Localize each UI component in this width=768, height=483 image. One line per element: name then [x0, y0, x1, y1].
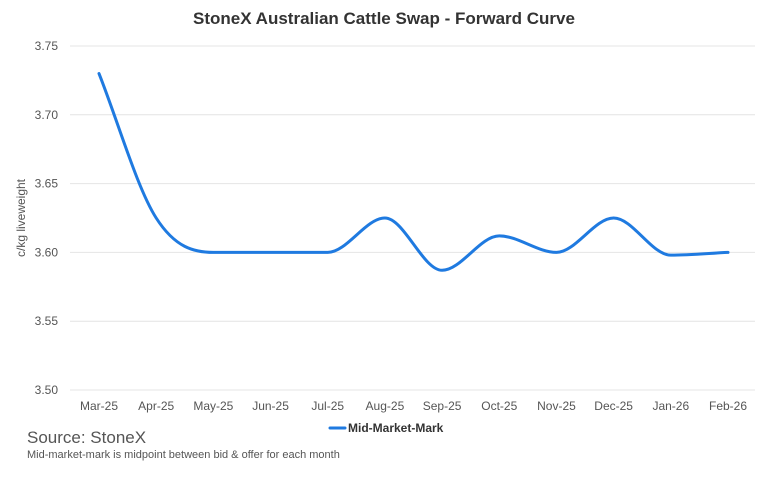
legend-label: Mid-Market-Mark	[348, 421, 444, 435]
x-tick-label: Oct-25	[481, 399, 517, 413]
x-tick-label: Jan-26	[652, 399, 689, 413]
footnote: Mid-market-mark is midpoint between bid …	[27, 449, 340, 461]
series-group	[97, 72, 730, 272]
source-label: Source: StoneX	[27, 428, 147, 447]
y-tick-label: 3.75	[35, 39, 59, 53]
y-tick-label: 3.70	[35, 108, 59, 122]
y-tick-label: 3.65	[35, 177, 59, 191]
chart-title: StoneX Australian Cattle Swap - Forward …	[193, 9, 575, 28]
x-tick-label: Jun-25	[252, 399, 289, 413]
x-tick-label: May-25	[193, 399, 233, 413]
series-line	[97, 72, 730, 272]
y-tick-label: 3.50	[35, 383, 59, 397]
legend: Mid-Market-Mark	[328, 421, 444, 435]
x-tick-label: Apr-25	[138, 399, 174, 413]
grid-lines	[70, 45, 755, 391]
x-tick-label: Feb-26	[709, 399, 747, 413]
x-tick-label: Jul-25	[311, 399, 344, 413]
x-axis-ticks: Mar-25 Apr-25 May-25 Jun-25 Jul-25 Aug-25 Sep-…	[80, 399, 747, 413]
x-tick-label: Mar-25	[80, 399, 118, 413]
y-axis-label: c/kg liveweight	[14, 178, 28, 257]
x-tick-label: Dec-25	[594, 399, 633, 413]
x-tick-label: Nov-25	[537, 399, 576, 413]
y-tick-label: 3.55	[35, 314, 59, 328]
y-axis-ticks: 3.50 3.55 3.60 3.65 3.70 3.75	[35, 39, 59, 397]
y-tick-label: 3.60	[35, 245, 59, 259]
x-tick-label: Aug-25	[366, 399, 405, 413]
x-tick-label: Sep-25	[423, 399, 462, 413]
